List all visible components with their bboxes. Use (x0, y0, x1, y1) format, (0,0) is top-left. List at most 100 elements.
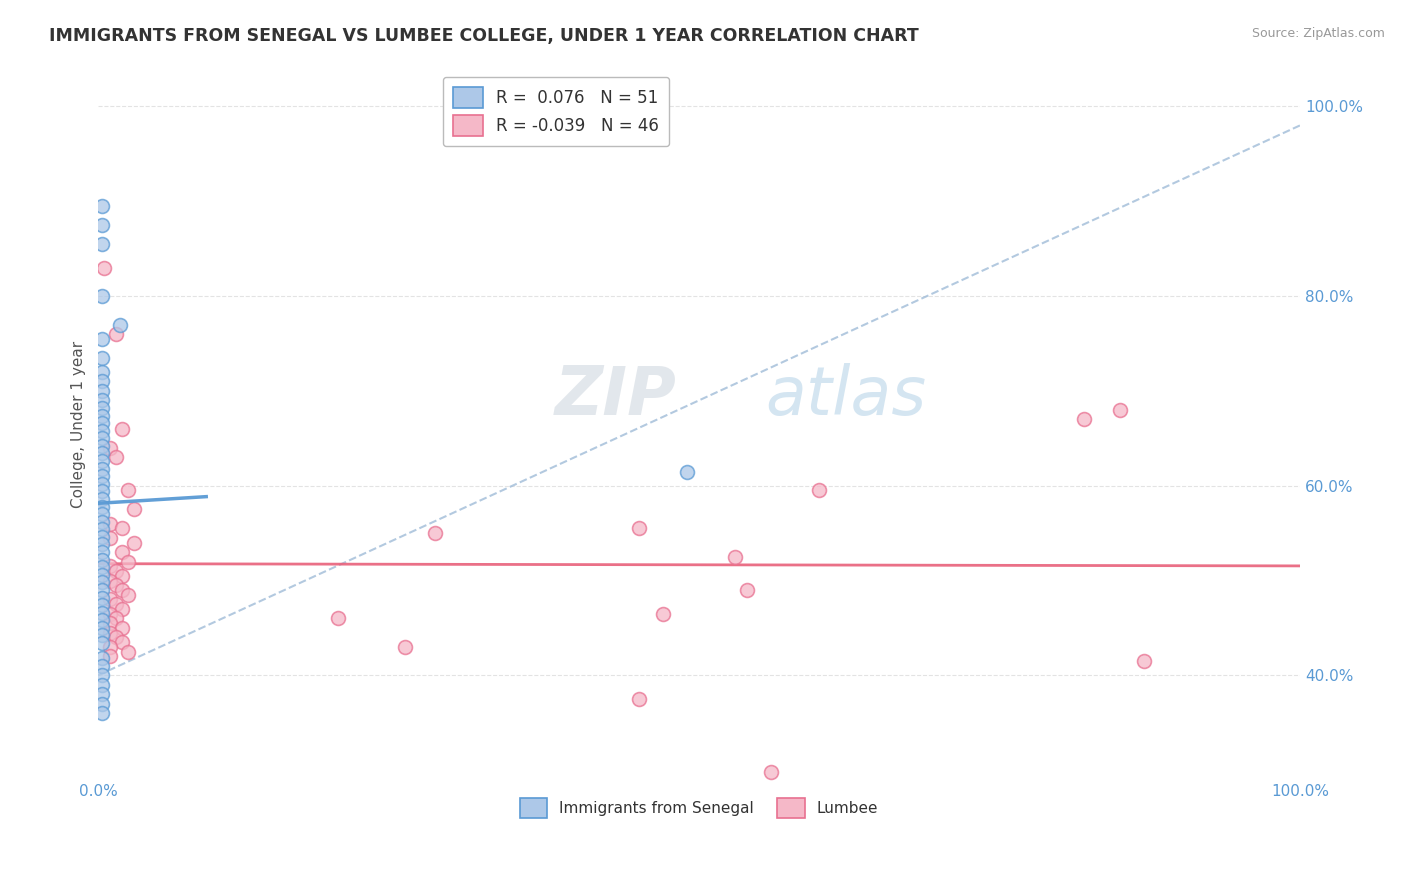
Point (735, 582, 758, 597)
Point (111, 545, 134, 559)
Point (90, 439, 112, 453)
Point (90, 706, 112, 721)
Point (90, 651, 112, 665)
Point (98, 616, 121, 631)
Point (90, 575, 112, 590)
Point (117, 645, 139, 659)
Point (108, 318, 131, 332)
Point (90, 236, 112, 251)
Point (1073, 412, 1095, 426)
Point (111, 521, 134, 535)
Point (90, 515, 112, 529)
Point (111, 621, 134, 635)
Point (105, 631, 128, 645)
Point (98, 607, 121, 621)
Legend: Immigrants from Senegal, Lumbee: Immigrants from Senegal, Lumbee (512, 790, 886, 825)
Point (394, 640, 416, 654)
Point (90, 469, 112, 483)
Point (90, 668, 112, 682)
Point (90, 431, 112, 445)
Point (90, 409, 112, 423)
Point (652, 607, 675, 621)
Point (759, 764, 782, 779)
Point (90, 476, 112, 491)
Text: ZIP: ZIP (555, 363, 676, 429)
Point (90, 454, 112, 468)
Point (105, 326, 128, 341)
Point (105, 564, 128, 578)
Point (122, 535, 145, 549)
Point (90, 606, 112, 620)
Point (90, 697, 112, 711)
Point (98, 592, 121, 607)
Point (423, 526, 446, 541)
Point (90, 218, 112, 232)
Point (98, 649, 121, 664)
Point (90, 332, 112, 346)
Point (111, 635, 134, 649)
Point (98, 441, 121, 455)
Point (111, 568, 134, 582)
Point (98, 640, 121, 654)
Point (90, 621, 112, 635)
Point (90, 530, 112, 544)
Y-axis label: College, Under 1 year: College, Under 1 year (72, 341, 86, 508)
Point (90, 613, 112, 627)
Point (90, 484, 112, 499)
Point (117, 588, 139, 602)
Point (90, 289, 112, 303)
Point (111, 422, 134, 436)
Point (90, 375, 112, 389)
Point (98, 574, 121, 588)
Point (627, 692, 650, 706)
Point (90, 591, 112, 605)
Point (90, 678, 112, 692)
Point (90, 446, 112, 460)
Point (90, 658, 112, 673)
Point (98, 516, 121, 531)
Point (105, 611, 128, 625)
Point (90, 687, 112, 701)
Point (90, 552, 112, 566)
Point (90, 199, 112, 213)
Point (90, 401, 112, 415)
Point (328, 611, 350, 625)
Point (90, 365, 112, 379)
Point (90, 507, 112, 521)
Point (122, 502, 145, 516)
Point (98, 625, 121, 640)
Point (90, 628, 112, 642)
Point (111, 602, 134, 616)
Point (90, 582, 112, 597)
Point (724, 549, 747, 564)
Point (808, 483, 831, 498)
Point (90, 545, 112, 559)
Point (90, 537, 112, 551)
Text: Source: ZipAtlas.com: Source: ZipAtlas.com (1251, 27, 1385, 40)
Point (90, 461, 112, 475)
Point (90, 522, 112, 536)
Point (90, 560, 112, 574)
Point (117, 483, 139, 498)
Point (117, 555, 139, 569)
Point (90, 384, 112, 398)
Text: atlas: atlas (765, 363, 927, 429)
Point (90, 416, 112, 430)
Point (90, 393, 112, 408)
Point (90, 598, 112, 612)
Point (111, 582, 134, 597)
Point (98, 559, 121, 574)
Point (627, 521, 650, 535)
Point (90, 567, 112, 582)
Point (93, 260, 115, 275)
Point (105, 597, 128, 611)
Point (90, 424, 112, 438)
Point (90, 491, 112, 506)
Point (1132, 654, 1154, 668)
Point (105, 450, 128, 465)
Point (105, 578, 128, 592)
Point (676, 466, 699, 480)
Point (90, 636, 112, 650)
Point (98, 531, 121, 545)
Point (90, 500, 112, 514)
